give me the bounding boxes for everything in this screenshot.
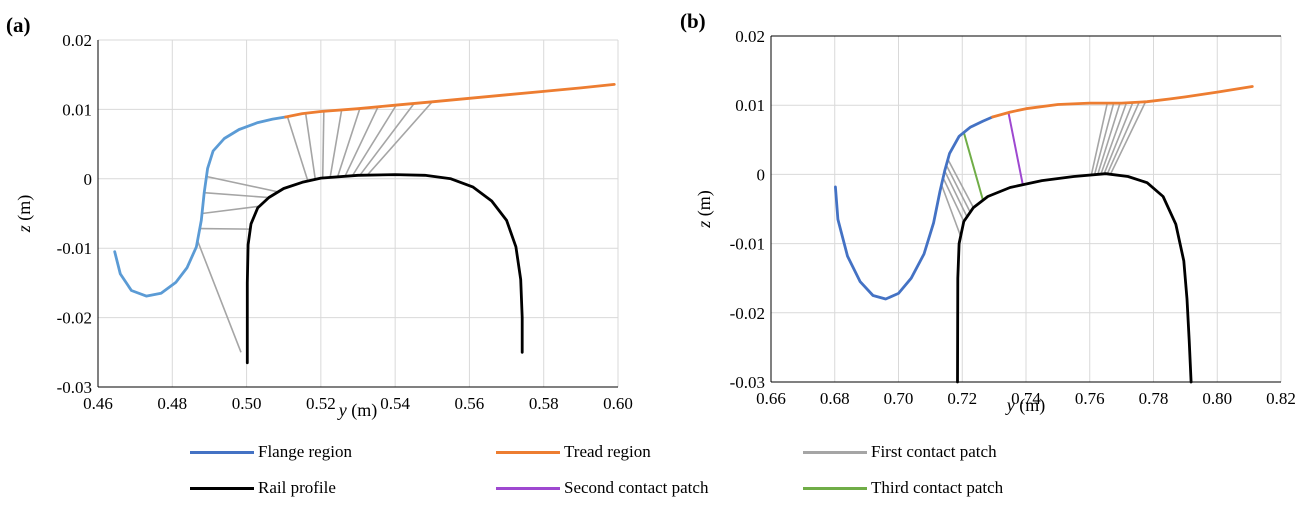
first-contact-patch-line-a bbox=[286, 116, 309, 182]
x-axis-label-a: y (m) bbox=[337, 400, 378, 421]
flange-region-series-a bbox=[113, 115, 288, 298]
x-tick-label-a: 0.56 bbox=[455, 394, 485, 413]
y-tick-label-b: 0.02 bbox=[735, 27, 765, 46]
y-tick-label-a: -0.02 bbox=[57, 309, 92, 328]
y-tick-label-a: -0.01 bbox=[57, 239, 92, 258]
x-tick-label-b: 0.80 bbox=[1202, 389, 1232, 408]
first-contact-patch-line-a bbox=[351, 104, 397, 177]
y-tick-label-a: 0 bbox=[84, 170, 93, 189]
first-contact-patch-line-b bbox=[1090, 102, 1109, 176]
x-tick-label-b: 0.66 bbox=[756, 389, 786, 408]
rail-profile-series-b bbox=[956, 172, 1193, 384]
y-axis-label-a: z (m) bbox=[14, 195, 35, 234]
y-tick-label-b: -0.02 bbox=[730, 304, 765, 323]
first-contact-patch-line-a bbox=[359, 102, 415, 176]
x-tick-label-b: 0.82 bbox=[1266, 389, 1296, 408]
legend-swatch-second-contact bbox=[496, 486, 560, 490]
x-tick-label-b: 0.74 bbox=[1011, 389, 1041, 408]
first-contact-patch-line-a bbox=[366, 101, 433, 176]
legend-label-tread: Tread region bbox=[564, 442, 651, 461]
legend-item-first-contact: First contact patch bbox=[803, 440, 997, 464]
y-axis-label-b: z (m) bbox=[694, 190, 715, 229]
x-tick-label-b: 0.78 bbox=[1139, 389, 1169, 408]
y-tick-label-b: -0.01 bbox=[730, 235, 765, 254]
first-contact-patch-line-a bbox=[321, 111, 325, 178]
x-tick-label-b: 0.72 bbox=[947, 389, 977, 408]
y-tick-label-b: 0 bbox=[757, 165, 766, 184]
legend-swatch-tread bbox=[496, 450, 560, 454]
x-tick-label-a: 0.50 bbox=[232, 394, 262, 413]
x-tick-label-b: 0.76 bbox=[1075, 389, 1105, 408]
rail-profile-series-a bbox=[245, 173, 524, 365]
x-tick-label-b: 0.68 bbox=[820, 389, 850, 408]
first-contact-patch-line-b bbox=[1103, 102, 1134, 175]
x-tick-label-a: 0.46 bbox=[83, 394, 113, 413]
first-contact-patch-line-a bbox=[196, 240, 242, 353]
y-tick-label-a: 0.02 bbox=[62, 31, 92, 50]
legend-swatch-third-contact bbox=[803, 486, 867, 490]
panel-label-a: (a) bbox=[6, 13, 31, 37]
first-contact-patch-line-b bbox=[943, 170, 968, 218]
first-contact-patch-line-b bbox=[940, 184, 962, 237]
y-tick-label-a: 0.01 bbox=[62, 100, 92, 119]
figure: 0.46 0.48 0.50 0.52 0.54 0.56 0.58 0.60 -0.03 -0.… bbox=[6, 9, 1296, 421]
first-contact-patch-line-b bbox=[1106, 101, 1140, 175]
legend-swatch-flange bbox=[190, 450, 254, 454]
y-tick-label-b: 0.01 bbox=[735, 96, 765, 115]
first-contact-patch-line-b bbox=[1096, 102, 1121, 175]
tread-region-series-b bbox=[991, 85, 1254, 119]
legend-item-tread: Tread region bbox=[496, 440, 651, 464]
legend-label-third-contact: Third contact patch bbox=[871, 478, 1004, 497]
legend-item-flange: Flange region bbox=[190, 440, 352, 464]
second-contact-patch-line-b bbox=[1007, 112, 1024, 185]
y-tick-label-a: -0.03 bbox=[57, 378, 92, 397]
legend-item-third-contact: Third contact patch bbox=[803, 476, 1003, 500]
legend-swatch-first-contact bbox=[803, 450, 867, 454]
legend-label-second-contact: Second contact patch bbox=[564, 478, 709, 497]
first-contact-patch-line-a bbox=[201, 205, 260, 215]
legend-label-flange: Flange region bbox=[258, 442, 352, 461]
first-contact-patch-line-b bbox=[945, 164, 971, 213]
first-contact-patch-line-a bbox=[206, 175, 279, 193]
first-contact-patch-line-a bbox=[204, 191, 269, 199]
first-contact-patch-line-b bbox=[1109, 101, 1147, 175]
x-tick-label-a: 0.54 bbox=[380, 394, 410, 413]
legend-item-rail: Rail profile bbox=[190, 476, 336, 500]
x-tick-label-a: 0.48 bbox=[157, 394, 187, 413]
first-contact-patch-line-b bbox=[947, 159, 975, 208]
flange-region-series-b bbox=[834, 115, 994, 301]
x-tick-label-a: 0.60 bbox=[603, 394, 633, 413]
legend-label-first-contact: First contact patch bbox=[871, 442, 997, 461]
third-contact-patch-line-b bbox=[962, 132, 984, 201]
first-contact-patch-line-b bbox=[942, 177, 965, 222]
first-contact-patch-line-a bbox=[199, 227, 251, 230]
legend-swatch-rail bbox=[190, 486, 254, 490]
first-contact-patch-line-b bbox=[1100, 102, 1128, 175]
tread-region-series-a bbox=[284, 83, 616, 119]
first-contact-patch-line-a bbox=[336, 108, 361, 178]
x-tick-label-a: 0.52 bbox=[306, 394, 336, 413]
legend: Flange region Tread region First contact… bbox=[0, 440, 1311, 524]
first-contact-patch-line-a bbox=[304, 113, 317, 180]
x-axis-label-b: y (m) bbox=[1005, 395, 1046, 416]
first-contact-patch-line-a bbox=[344, 106, 379, 177]
x-tick-label-a: 0.58 bbox=[529, 394, 559, 413]
legend-item-second-contact: Second contact patch bbox=[496, 476, 708, 500]
first-contact-patch-line-a bbox=[329, 109, 343, 178]
chart-panel-a: 0.46 0.48 0.50 0.52 0.54 0.56 0.58 0.60 -0.03 -0.… bbox=[6, 13, 633, 421]
legend-label-rail: Rail profile bbox=[258, 478, 336, 497]
x-tick-label-b: 0.70 bbox=[884, 389, 914, 408]
chart-panel-b: 0.66 0.68 0.70 0.72 0.74 0.76 0.78 0.80 0.82 -0.0… bbox=[680, 9, 1296, 416]
first-contact-patch-line-b bbox=[1093, 102, 1115, 175]
y-tick-label-b: -0.03 bbox=[730, 373, 765, 392]
panel-label-b: (b) bbox=[680, 9, 706, 33]
